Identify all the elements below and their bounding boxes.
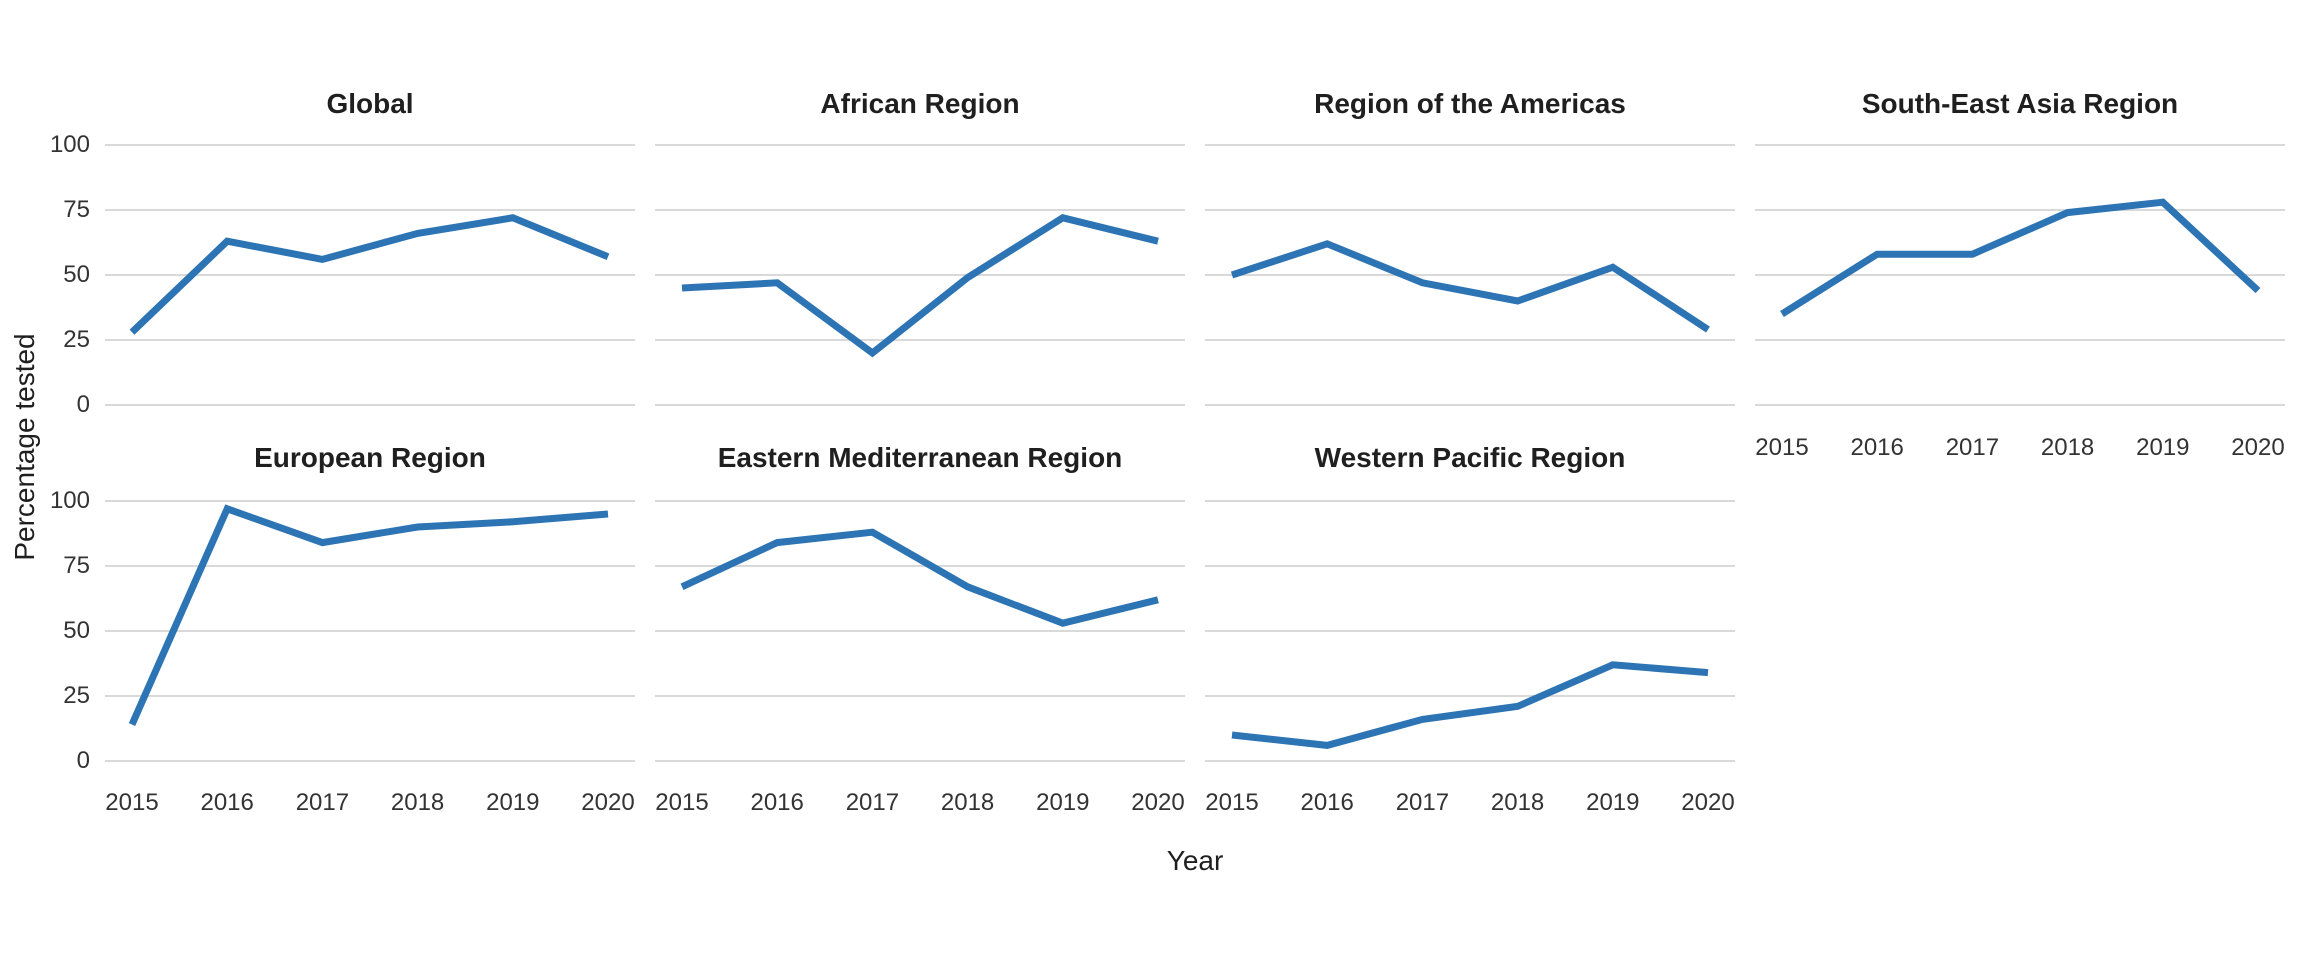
x-tick-label-eastern-mediterranean-region-2020: 2020 — [1131, 789, 1185, 816]
x-tick-label-western-pacific-region-2015: 2015 — [1205, 789, 1259, 816]
y-tick-label-global-50: 50 — [63, 261, 90, 288]
x-axis-title: Year — [1166, 845, 1224, 876]
x-tick-label-eastern-mediterranean-region-2015: 2015 — [655, 789, 709, 816]
x-tick-label-eastern-mediterranean-region-2017: 2017 — [845, 789, 900, 816]
x-tick-label-south-east-asia-region-2016: 2016 — [1850, 434, 1904, 461]
x-tick-label-eastern-mediterranean-region-2019: 2019 — [1036, 789, 1090, 816]
facet-title-european-region: European Region — [254, 442, 486, 473]
facet-title-region-of-the-americas: Region of the Americas — [1314, 88, 1626, 119]
trend-line-region-of-the-americas — [1230, 240, 1710, 333]
x-tick-label-western-pacific-region-2016: 2016 — [1300, 789, 1354, 816]
x-tick-label-south-east-asia-region-2018: 2018 — [2040, 434, 2095, 461]
y-tick-label-global-25: 25 — [63, 326, 90, 353]
facet-title-south-east-asia-region: South-East Asia Region — [1861, 88, 2179, 119]
x-tick-label-western-pacific-region-2017: 2017 — [1395, 789, 1450, 816]
x-tick-label-european-region-2017: 2017 — [295, 789, 350, 816]
y-tick-label-european-region-50: 50 — [63, 617, 90, 644]
y-tick-label-global-100: 100 — [49, 131, 90, 158]
x-tick-label-south-east-asia-region-2019: 2019 — [2136, 434, 2190, 461]
facet-title-western-pacific-region: Western Pacific Region — [1314, 442, 1626, 473]
x-tick-label-south-east-asia-region-2020: 2020 — [2231, 434, 2285, 461]
facet-title-global: Global — [326, 88, 414, 119]
x-tick-label-european-region-2018: 2018 — [390, 789, 445, 816]
x-tick-label-european-region-2020: 2020 — [581, 789, 635, 816]
y-tick-label-european-region-75: 75 — [63, 552, 90, 579]
x-tick-label-western-pacific-region-2018: 2018 — [1490, 789, 1545, 816]
facet-panel-western-pacific-region — [1205, 500, 1735, 762]
x-tick-label-western-pacific-region-2020: 2020 — [1681, 789, 1735, 816]
x-tick-label-western-pacific-region-2019: 2019 — [1586, 789, 1640, 816]
facet-panel-global — [105, 144, 635, 406]
trend-line-european-region — [128, 504, 609, 727]
facet-panel-south-east-asia-region — [1755, 144, 2285, 406]
y-axis-title: Percentage tested — [9, 333, 40, 561]
x-tick-label-south-east-asia-region-2017: 2017 — [1945, 434, 2000, 461]
facet-panel-african-region — [655, 144, 1185, 406]
facet-panel-eastern-mediterranean-region — [655, 500, 1185, 762]
trend-line-western-pacific-region — [1231, 661, 1709, 749]
x-tick-label-south-east-asia-region-2015: 2015 — [1755, 434, 1809, 461]
y-tick-label-european-region-0: 0 — [76, 747, 90, 774]
trend-line-african-region — [681, 214, 1159, 358]
trend-line-eastern-mediterranean-region — [680, 528, 1159, 627]
facet-title-eastern-mediterranean-region: Eastern Mediterranean Region — [717, 442, 1123, 473]
facet-title-african-region: African Region — [820, 88, 1020, 119]
y-tick-label-european-region-100: 100 — [49, 487, 90, 514]
y-tick-label-global-75: 75 — [63, 196, 90, 223]
x-tick-label-eastern-mediterranean-region-2016: 2016 — [750, 789, 804, 816]
x-tick-label-european-region-2016: 2016 — [200, 789, 254, 816]
facet-panel-european-region — [105, 500, 635, 762]
y-tick-label-global-0: 0 — [76, 391, 90, 418]
x-tick-label-eastern-mediterranean-region-2018: 2018 — [940, 789, 995, 816]
trend-line-global — [129, 214, 610, 335]
y-tick-label-european-region-25: 25 — [63, 682, 90, 709]
x-tick-label-european-region-2015: 2015 — [105, 789, 159, 816]
x-tick-label-european-region-2019: 2019 — [486, 789, 540, 816]
trend-line-south-east-asia-region — [1780, 198, 2261, 317]
facet-panel-region-of-the-americas — [1205, 144, 1735, 406]
